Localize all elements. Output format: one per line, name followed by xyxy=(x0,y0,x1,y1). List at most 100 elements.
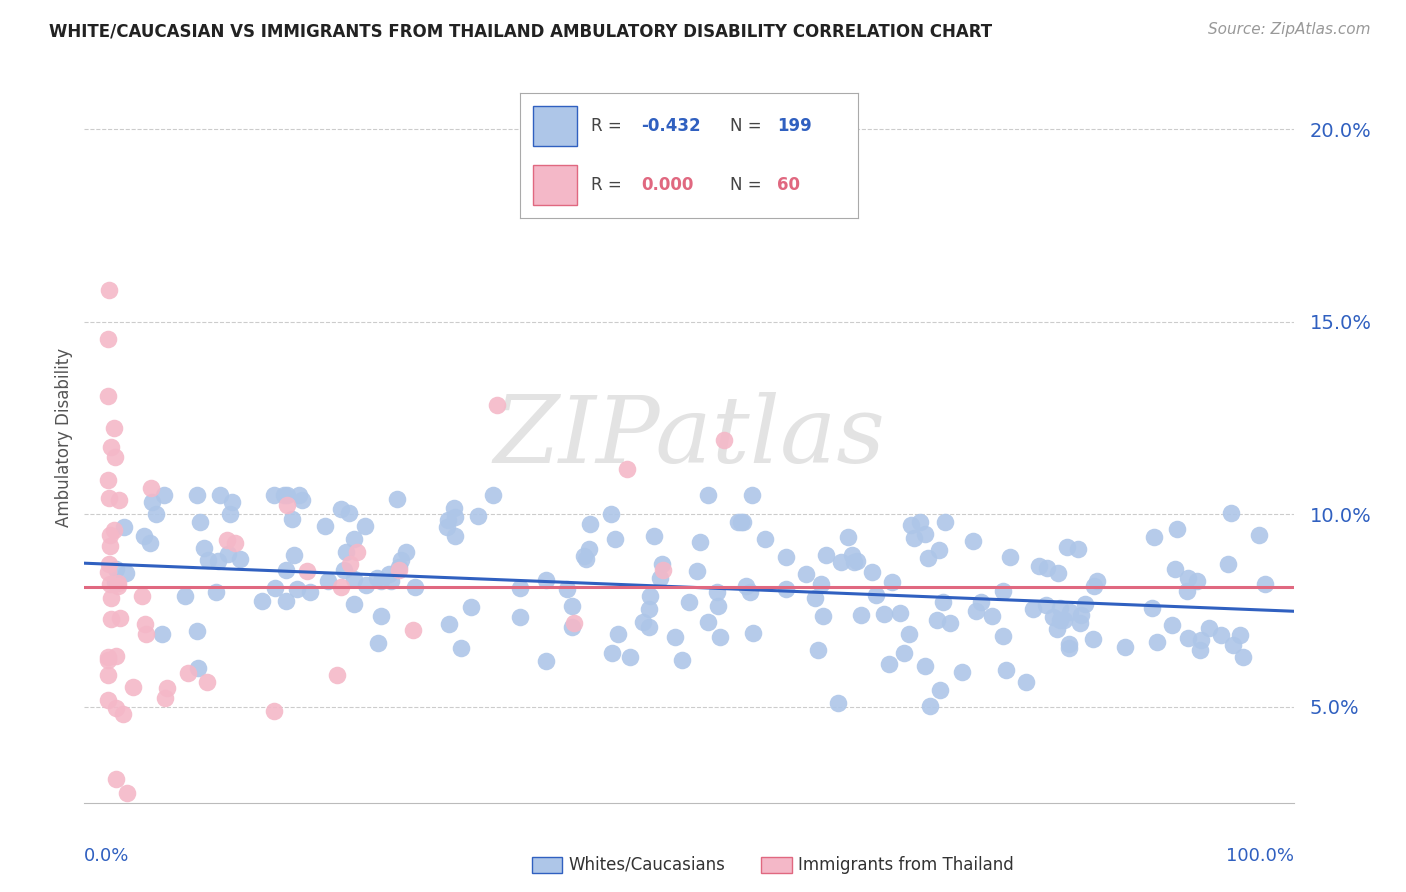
Point xyxy=(325,668,347,682)
Point xyxy=(606,626,628,640)
Point xyxy=(536,573,558,587)
Point xyxy=(934,515,956,529)
Point xyxy=(343,532,366,546)
Point xyxy=(664,630,686,644)
Text: Immigrants from Thailand: Immigrants from Thailand xyxy=(797,856,1014,874)
Point xyxy=(841,548,863,562)
Point xyxy=(1198,621,1220,635)
Point xyxy=(482,488,505,502)
Point xyxy=(903,532,925,546)
Point xyxy=(402,624,425,638)
Point xyxy=(150,627,173,641)
Point xyxy=(297,564,319,578)
Point xyxy=(811,609,834,624)
Point xyxy=(370,608,392,623)
Point xyxy=(98,491,121,506)
Point xyxy=(404,580,426,594)
Point xyxy=(339,506,361,520)
Point xyxy=(97,653,120,667)
Point xyxy=(450,640,472,655)
Text: 0.0%: 0.0% xyxy=(84,847,129,864)
Point xyxy=(1142,601,1164,615)
Point xyxy=(991,629,1014,643)
Point xyxy=(354,578,377,592)
Point xyxy=(153,691,176,706)
Point xyxy=(1059,605,1081,619)
Point xyxy=(298,584,321,599)
Point xyxy=(578,541,600,556)
Point xyxy=(370,574,392,588)
Point xyxy=(117,787,139,801)
Point xyxy=(343,572,366,586)
Point xyxy=(318,574,340,588)
Point xyxy=(696,615,718,629)
Point xyxy=(221,495,243,509)
Point xyxy=(444,510,467,524)
Point xyxy=(97,566,120,580)
Point xyxy=(900,517,922,532)
Point xyxy=(207,554,229,568)
Point xyxy=(713,433,735,447)
Point xyxy=(1219,506,1241,520)
Point xyxy=(631,615,654,630)
Point xyxy=(100,612,122,626)
Point xyxy=(697,488,720,502)
Point xyxy=(115,815,138,830)
Point xyxy=(842,555,865,569)
Point xyxy=(572,815,595,830)
Point xyxy=(1229,628,1251,642)
Point xyxy=(209,488,232,502)
Point xyxy=(354,519,377,533)
Point xyxy=(104,575,127,590)
Point xyxy=(1056,540,1078,554)
Point xyxy=(509,610,531,624)
Point xyxy=(153,488,176,502)
Point xyxy=(264,582,287,596)
Point xyxy=(1069,616,1091,631)
Point xyxy=(643,529,665,543)
Point xyxy=(145,508,167,522)
Point xyxy=(107,579,129,593)
Point xyxy=(1189,633,1212,648)
Point xyxy=(928,543,950,558)
Point xyxy=(599,507,621,521)
Point xyxy=(229,551,252,566)
Point xyxy=(103,421,125,435)
Point xyxy=(330,580,353,594)
Point xyxy=(564,615,586,630)
Point xyxy=(741,488,763,502)
Point xyxy=(186,624,208,639)
Point xyxy=(1185,574,1208,588)
Point xyxy=(1188,642,1211,657)
Point xyxy=(994,664,1017,678)
FancyBboxPatch shape xyxy=(762,857,792,873)
Point xyxy=(188,515,211,529)
Point xyxy=(274,563,297,577)
Point xyxy=(105,701,128,715)
Point xyxy=(308,815,330,830)
Point xyxy=(1164,562,1187,576)
Point xyxy=(263,704,285,718)
Point xyxy=(574,549,596,564)
Point xyxy=(810,577,832,591)
Point xyxy=(389,552,412,566)
Point xyxy=(134,529,156,543)
Point xyxy=(1042,610,1064,624)
Point xyxy=(637,620,659,634)
Point xyxy=(98,576,121,591)
Point xyxy=(706,584,728,599)
Point xyxy=(1083,579,1105,593)
Text: WHITE/CAUCASIAN VS IMMIGRANTS FROM THAILAND AMBULATORY DISABILITY CORRELATION CH: WHITE/CAUCASIAN VS IMMIGRANTS FROM THAIL… xyxy=(49,22,993,40)
Point xyxy=(224,536,246,550)
Point xyxy=(1053,613,1076,627)
Point xyxy=(1166,522,1188,536)
Point xyxy=(97,693,120,707)
Point xyxy=(619,649,641,664)
Point xyxy=(727,515,749,529)
Point xyxy=(263,488,285,502)
Point xyxy=(575,551,598,566)
Point xyxy=(291,493,314,508)
Point xyxy=(914,527,936,541)
Point xyxy=(962,533,984,548)
Point xyxy=(1177,571,1199,585)
